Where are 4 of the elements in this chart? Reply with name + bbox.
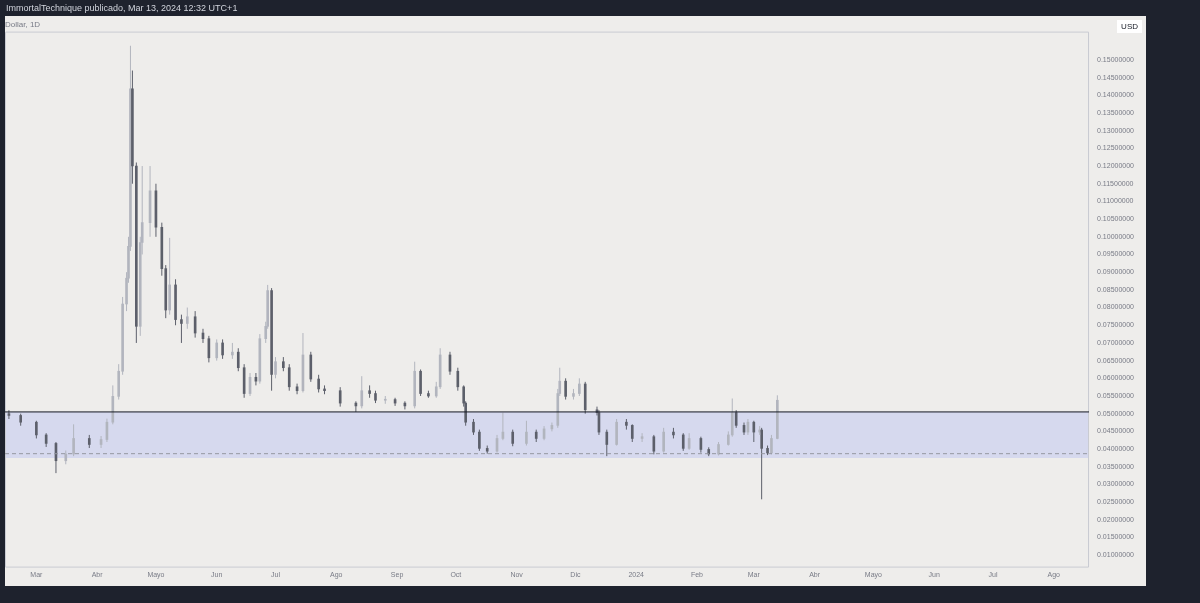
candlestick [383,395,387,405]
chart-title: Dollar, 1D [5,20,41,29]
chart-subtitle: ImmortalTechnique publicado, Mar 13, 2024 12:32 UTC+1 [5,2,239,15]
y-axis-title: USD [1117,20,1142,33]
